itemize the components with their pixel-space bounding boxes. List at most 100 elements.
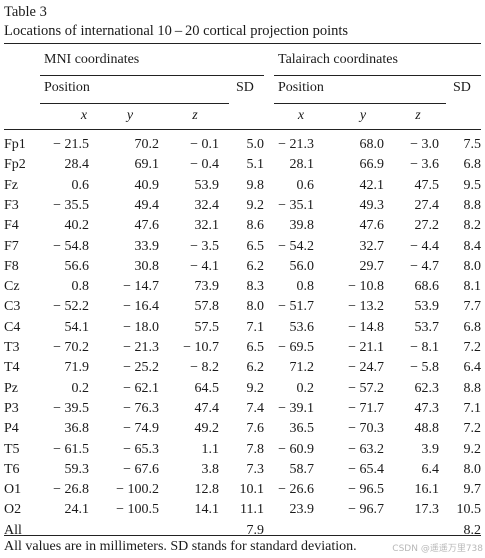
cell-t3-tal-x: − 69.5 <box>278 340 314 355</box>
cell-fp1-tal-y: 68.0 <box>359 137 385 152</box>
cell-t5-mni-sd: 7.8 <box>246 442 265 457</box>
cell-t6-tal-x: 58.7 <box>289 462 315 477</box>
cell-t3-tal-z: − 8.1 <box>410 340 439 355</box>
cell-t6-mni-y: − 67.6 <box>123 462 159 477</box>
cell-p3-tal-y: − 71.7 <box>348 401 384 416</box>
cell-t6-mni-z: 3.8 <box>201 462 220 477</box>
cell-fz-mni-y: 40.9 <box>134 178 160 193</box>
row-label-o2: O2 <box>4 502 22 517</box>
cell-f3-mni-x: − 35.5 <box>53 198 89 213</box>
cell-c3-tal-sd: 7.7 <box>463 299 482 314</box>
cell-c3-tal-z: 53.9 <box>414 299 440 314</box>
cell-f3-tal-y: 49.3 <box>359 198 385 213</box>
cell-f7-tal-y: 32.7 <box>359 239 385 254</box>
cell-f3-tal-x: − 35.1 <box>278 198 314 213</box>
cell-p3-mni-sd: 7.4 <box>246 401 265 416</box>
cell-f4-mni-x: 40.2 <box>64 218 90 233</box>
cell-t4-tal-z: − 5.8 <box>410 360 439 375</box>
cell-p4-mni-sd: 7.6 <box>246 421 265 436</box>
cell-o2-mni-z: 14.1 <box>194 502 220 517</box>
cell-f7-tal-sd: 8.4 <box>463 239 482 254</box>
talairach-x-header: x <box>297 108 305 123</box>
row-label-cz: Cz <box>4 279 20 294</box>
cell-f7-mni-z: − 3.5 <box>190 239 219 254</box>
row-label-t5: T5 <box>4 442 20 457</box>
cell-c3-mni-y: − 16.4 <box>123 299 159 314</box>
cell-fp1-mni-sd: 5.0 <box>246 137 265 152</box>
mni-position-header: Position <box>44 80 90 95</box>
row-label-f7: F7 <box>4 239 19 254</box>
rule-top <box>4 43 481 44</box>
cell-t5-mni-y: − 65.3 <box>123 442 159 457</box>
cell-t6-tal-sd: 8.0 <box>463 462 482 477</box>
watermark: CSDN @遥遥万里738 <box>392 544 483 554</box>
cell-t3-mni-x: − 70.2 <box>53 340 89 355</box>
cell-p4-mni-y: − 74.9 <box>123 421 159 436</box>
cell-c4-mni-sd: 7.1 <box>246 320 265 335</box>
cell-t3-mni-y: − 21.3 <box>123 340 159 355</box>
mni-y-header: y <box>126 108 134 123</box>
cell-f3-mni-sd: 9.2 <box>246 198 265 213</box>
cell-f3-mni-z: 32.4 <box>194 198 220 213</box>
cell-f3-mni-y: 49.4 <box>134 198 160 213</box>
cell-fp1-tal-x: − 21.3 <box>278 137 314 152</box>
cell-pz-mni-z: 64.5 <box>194 381 220 396</box>
cell-p4-tal-x: 36.5 <box>289 421 315 436</box>
row-label-c4: C4 <box>4 320 21 335</box>
row-label-p4: P4 <box>4 421 19 436</box>
cell-f7-tal-z: − 4.4 <box>410 239 439 254</box>
cell-p3-mni-z: 47.4 <box>194 401 220 416</box>
table-footnote: All values are in millimeters. SD stands… <box>4 539 357 554</box>
cell-f7-mni-x: − 54.8 <box>53 239 89 254</box>
row-label-f4: F4 <box>4 218 19 233</box>
cell-c4-tal-x: 53.6 <box>289 320 315 335</box>
row-label-f3: F3 <box>4 198 19 213</box>
cell-pz-tal-x: 0.2 <box>296 381 315 396</box>
cell-f4-tal-z: 27.2 <box>414 218 440 233</box>
cell-p4-tal-y: − 70.3 <box>348 421 384 436</box>
row-label-fp2: Fp2 <box>4 157 26 172</box>
rule-tal-position <box>274 103 446 104</box>
cell-o2-tal-x: 23.9 <box>289 502 315 517</box>
mni-x-header: x <box>80 108 88 123</box>
rule-header-bottom <box>4 129 481 130</box>
row-label-o1: O1 <box>4 482 22 497</box>
rule-tal-group <box>274 75 481 76</box>
cell-fp1-tal-sd: 7.5 <box>463 137 482 152</box>
cell-fp2-mni-y: 69.1 <box>134 157 160 172</box>
row-label-fp1: Fp1 <box>4 137 26 152</box>
cell-cz-tal-sd: 8.1 <box>463 279 482 294</box>
cell-cz-mni-sd: 8.3 <box>246 279 265 294</box>
rule-bottom <box>4 535 481 536</box>
rule-mni-group <box>40 75 264 76</box>
cell-fp2-tal-sd: 6.8 <box>463 157 482 172</box>
cell-t6-tal-y: − 65.4 <box>348 462 384 477</box>
talairach-coordinates-header: Talairach coordinates <box>278 52 398 67</box>
table-title: Locations of international 10 – 20 corti… <box>4 23 349 39</box>
row-label-c3: C3 <box>4 299 21 314</box>
cell-all-mni-sd: 7.9 <box>246 523 265 538</box>
cell-o2-tal-z: 17.3 <box>414 502 440 517</box>
cell-f7-mni-y: 33.9 <box>134 239 160 254</box>
cell-t4-mni-x: 71.9 <box>64 360 90 375</box>
cell-f8-tal-sd: 8.0 <box>463 259 482 274</box>
cell-fp2-mni-z: − 0.4 <box>190 157 219 172</box>
cell-fp1-mni-x: − 21.5 <box>53 137 89 152</box>
cell-fz-tal-x: 0.6 <box>296 178 315 193</box>
cell-f7-mni-sd: 6.5 <box>246 239 265 254</box>
cell-o1-tal-z: 16.1 <box>414 482 440 497</box>
cell-p4-tal-sd: 7.2 <box>463 421 482 436</box>
row-label-p3: P3 <box>4 401 19 416</box>
cell-t4-mni-z: − 8.2 <box>190 360 219 375</box>
cell-t3-mni-sd: 6.5 <box>246 340 265 355</box>
cell-cz-mni-x: 0.8 <box>71 279 90 294</box>
cell-o2-tal-y: − 96.7 <box>348 502 384 517</box>
cell-o2-tal-sd: 10.5 <box>456 502 482 517</box>
cell-p3-tal-x: − 39.1 <box>278 401 314 416</box>
cell-f4-tal-x: 39.8 <box>289 218 315 233</box>
cell-o1-mni-y: − 100.2 <box>116 482 159 497</box>
cell-o2-mni-y: − 100.5 <box>116 502 159 517</box>
cell-t6-tal-z: 6.4 <box>421 462 440 477</box>
talairach-sd-header: SD <box>453 80 471 95</box>
cell-t5-tal-sd: 9.2 <box>463 442 482 457</box>
